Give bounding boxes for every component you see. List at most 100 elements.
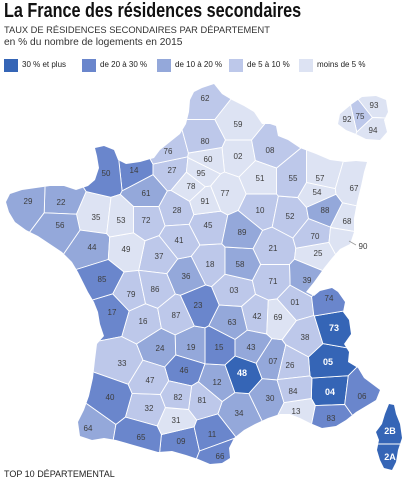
department-label-23: 23 <box>194 301 203 310</box>
department-label-95: 95 <box>197 169 206 178</box>
department-label-58: 58 <box>236 260 245 269</box>
department-95 <box>185 157 221 188</box>
department-63 <box>208 304 248 340</box>
department-72 <box>133 206 166 242</box>
department-label-21: 21 <box>269 244 278 253</box>
department-label-78: 78 <box>187 182 196 191</box>
department-89 <box>221 210 263 250</box>
department-label-45: 45 <box>204 221 213 230</box>
department-label-57: 57 <box>316 174 325 183</box>
department-29 <box>6 84 48 299</box>
paris-inset <box>338 96 388 140</box>
legend-swatch <box>157 58 171 72</box>
department-label-19: 19 <box>187 343 196 352</box>
legend-swatch <box>4 58 18 72</box>
department-label-33: 33 <box>118 359 127 368</box>
department-label-52: 52 <box>286 212 295 221</box>
department-label-55: 55 <box>289 174 298 183</box>
department-label-37: 37 <box>155 252 164 261</box>
department-label-77: 77 <box>221 189 230 198</box>
top10-heading: TOP 10 DÉPARTEMENTAL <box>4 469 115 479</box>
department-label-28: 28 <box>173 206 182 215</box>
department-label-25: 25 <box>314 249 323 258</box>
department-label-44: 44 <box>88 243 97 252</box>
department-label-40: 40 <box>106 393 115 402</box>
department-label-86: 86 <box>151 285 160 294</box>
department-label-70: 70 <box>311 232 320 241</box>
department-label-94: 94 <box>369 126 378 135</box>
department-label-75: 75 <box>356 112 365 121</box>
department-05 <box>308 343 373 379</box>
department-label-10: 10 <box>256 206 265 215</box>
department-label-88: 88 <box>321 206 330 215</box>
department-label-08: 08 <box>266 146 275 155</box>
department-label-63: 63 <box>228 318 237 327</box>
legend-label: 30 % et plus <box>22 60 67 69</box>
department-labels: 01 02 03 04 05 06 07 08 09 10 11 12 13 14 15 16 17 18 19 21… <box>24 94 397 462</box>
department-label-16: 16 <box>139 317 148 326</box>
department-label-48: 48 <box>237 368 247 378</box>
department-label-74: 74 <box>325 294 334 303</box>
department-label-35: 35 <box>92 213 101 222</box>
department-label-69: 69 <box>274 313 283 322</box>
department-label-34: 34 <box>235 409 244 418</box>
france-map: 01 02 03 04 05 06 07 08 09 10 11 12 13 14 15 16 17 18 19 21… <box>6 84 402 470</box>
department-87 <box>157 293 195 336</box>
department-label-66: 66 <box>216 452 225 461</box>
department-label-50: 50 <box>102 169 111 178</box>
legend-label: moins de 5 % <box>317 60 366 69</box>
department-label-89: 89 <box>238 228 247 237</box>
department-label-64: 64 <box>84 424 93 433</box>
legend: 30 % et plus de 20 à 30 % de 10 à 20 % d… <box>4 58 384 72</box>
legend-item-20-30: de 20 à 30 % <box>82 58 147 72</box>
department-label-06: 06 <box>358 392 367 401</box>
department-label-71: 71 <box>269 277 278 286</box>
department-label-60: 60 <box>204 155 213 164</box>
department-label-30: 30 <box>266 394 275 403</box>
department-label-29: 29 <box>24 197 33 206</box>
department-label-65: 65 <box>137 433 146 442</box>
department-label-83: 83 <box>327 414 336 423</box>
department-label-87: 87 <box>172 311 181 320</box>
department-label-39: 39 <box>303 276 312 285</box>
department-88 <box>306 193 343 228</box>
department-33 <box>38 336 144 385</box>
department-90 <box>328 227 380 293</box>
department-label-41: 41 <box>175 236 184 245</box>
department-label-2A: 2A <box>384 452 396 462</box>
legend-swatch <box>82 58 96 72</box>
department-label-36: 36 <box>182 272 191 281</box>
department-label-72: 72 <box>142 216 151 225</box>
department-label-18: 18 <box>206 260 215 269</box>
department-label-82: 82 <box>174 393 183 402</box>
department-label-42: 42 <box>253 312 262 321</box>
legend-label: de 20 à 30 % <box>100 60 148 69</box>
department-label-90: 90 <box>359 242 368 251</box>
legend-swatch <box>229 58 243 72</box>
department-label-27: 27 <box>168 166 177 175</box>
legend-item-5-10: de 5 à 10 % <box>229 58 290 72</box>
department-label-93: 93 <box>370 101 379 110</box>
department-label-62: 62 <box>201 94 210 103</box>
legend-item-10-20: de 10 à 20 % <box>157 58 222 72</box>
department-label-04: 04 <box>325 387 335 397</box>
department-56 <box>6 212 81 332</box>
department-label-84: 84 <box>289 387 298 396</box>
department-label-67: 67 <box>350 184 359 193</box>
department-label-56: 56 <box>56 221 65 230</box>
department-label-51: 51 <box>256 174 265 183</box>
leader-line-90 <box>348 240 357 246</box>
department-label-73: 73 <box>329 323 339 333</box>
department-label-01: 01 <box>291 298 300 307</box>
legend-label: de 10 à 20 % <box>175 60 223 69</box>
department-label-03: 03 <box>230 286 239 295</box>
department-label-91: 91 <box>201 197 210 206</box>
legend-item-under-5: moins de 5 % <box>299 58 365 72</box>
department-label-79: 79 <box>127 290 136 299</box>
department-label-49: 49 <box>122 245 131 254</box>
department-label-54: 54 <box>313 188 322 197</box>
department-label-80: 80 <box>201 137 210 146</box>
department-label-22: 22 <box>57 198 66 207</box>
legend-label: de 5 à 10 % <box>247 60 290 69</box>
department-label-07: 07 <box>269 357 278 366</box>
